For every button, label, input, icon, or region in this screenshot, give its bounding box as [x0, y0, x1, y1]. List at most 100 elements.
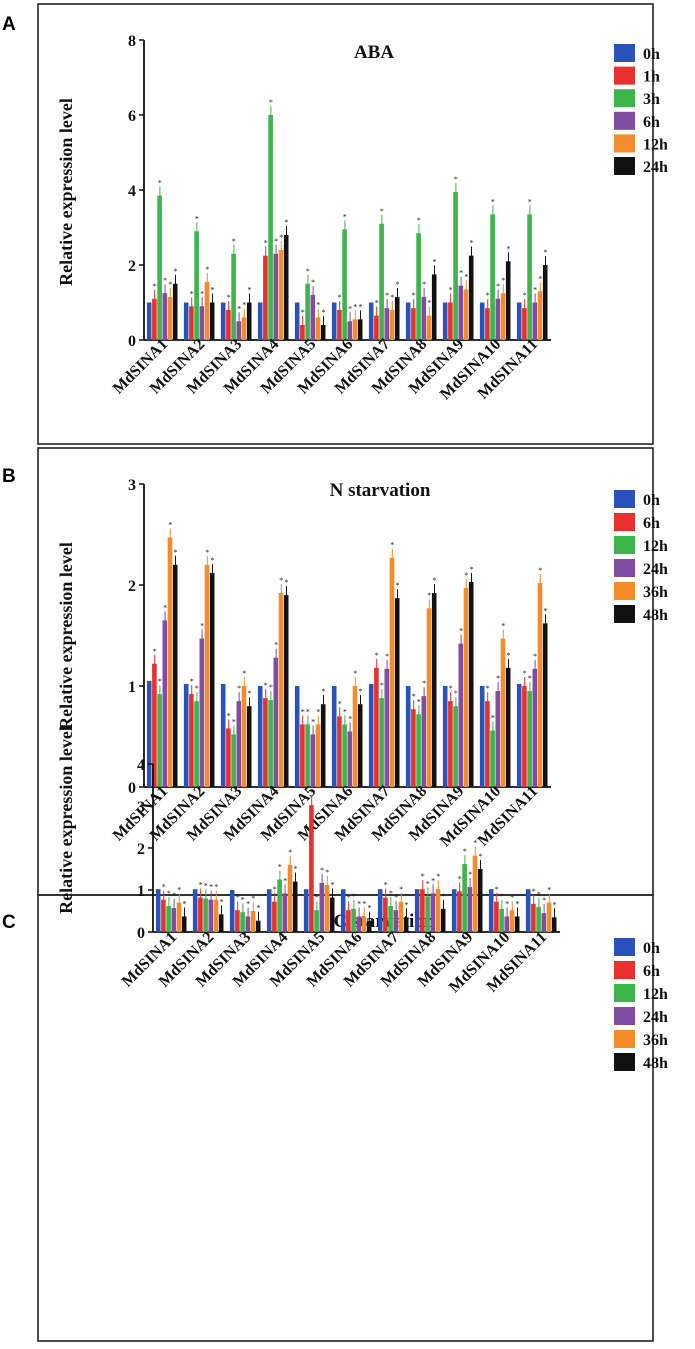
significance-mark: * — [412, 692, 416, 701]
significance-mark: * — [380, 207, 384, 216]
significance-mark: * — [320, 866, 324, 875]
significance-mark: * — [331, 881, 335, 890]
significance-mark: * — [405, 900, 409, 909]
bar — [283, 595, 289, 787]
legend-swatch — [614, 605, 635, 623]
legend-label: 36h — [643, 584, 668, 601]
y-axis-label: Relative expression level — [56, 726, 76, 914]
bar — [231, 734, 236, 787]
bar — [356, 916, 362, 932]
bar — [479, 686, 485, 787]
bar — [240, 912, 245, 932]
bar — [442, 302, 448, 340]
bar — [495, 298, 501, 340]
y-tick-label: 4 — [137, 757, 145, 774]
legend-swatch — [614, 536, 635, 554]
significance-mark: * — [532, 887, 536, 896]
significance-mark: * — [417, 216, 421, 225]
significance-mark: * — [553, 900, 557, 909]
bar — [388, 905, 393, 932]
significance-mark: * — [352, 892, 356, 901]
y-axis-label: Relative expression level — [56, 542, 76, 730]
bar — [537, 582, 543, 787]
bar — [463, 588, 469, 787]
significance-mark: * — [449, 684, 453, 693]
significance-mark: * — [248, 689, 252, 698]
bar — [300, 724, 305, 787]
y-tick-label: 3 — [137, 799, 145, 816]
bar — [500, 293, 506, 340]
bar — [488, 889, 494, 932]
bar — [208, 899, 214, 932]
bar — [467, 887, 473, 932]
significance-mark: * — [449, 286, 453, 295]
bar — [522, 308, 527, 340]
significance-mark: * — [172, 891, 176, 900]
panel-label-b: B — [2, 466, 16, 487]
legend-swatch — [614, 1053, 635, 1071]
panel-label-a: A — [2, 14, 16, 35]
bar — [273, 657, 279, 787]
significance-mark: * — [294, 865, 298, 874]
bar — [384, 308, 390, 340]
bar — [425, 896, 430, 932]
y-tick-label: 6 — [128, 108, 136, 125]
bar — [405, 686, 411, 787]
significance-mark: * — [242, 301, 246, 310]
bar — [192, 889, 198, 932]
bar — [194, 701, 199, 787]
significance-mark: * — [422, 679, 426, 688]
significance-mark: * — [311, 278, 315, 287]
significance-mark: * — [390, 293, 394, 302]
legend-label: 24h — [643, 159, 668, 176]
bar — [198, 897, 203, 932]
bar — [505, 667, 511, 787]
bar — [527, 691, 532, 787]
bar — [331, 686, 337, 787]
significance-mark: * — [537, 890, 541, 899]
significance-mark: * — [348, 714, 352, 723]
bar — [494, 901, 499, 932]
bar — [300, 325, 305, 340]
bar — [551, 917, 557, 932]
significance-mark: * — [353, 302, 357, 311]
significance-mark: * — [442, 892, 446, 901]
bar — [241, 686, 247, 787]
legend-swatch — [614, 1007, 635, 1025]
significance-mark: * — [464, 272, 468, 281]
significance-mark: * — [479, 852, 483, 861]
significance-mark: * — [204, 881, 208, 890]
bar — [431, 593, 437, 787]
significance-mark: * — [315, 893, 319, 902]
y-tick-label: 1 — [128, 679, 136, 696]
bar — [241, 317, 247, 340]
significance-mark: * — [274, 641, 278, 650]
bar — [199, 638, 205, 787]
bar — [342, 229, 347, 340]
bar — [292, 881, 298, 932]
significance-mark: * — [227, 293, 231, 302]
significance-mark: * — [162, 883, 166, 892]
y-tick-label: 0 — [128, 780, 136, 797]
significance-mark: * — [285, 218, 289, 227]
significance-mark: * — [523, 669, 527, 678]
bar — [199, 306, 205, 340]
bar — [157, 694, 162, 787]
significance-mark: * — [431, 876, 435, 885]
significance-mark: * — [394, 893, 398, 902]
y-tick-label: 0 — [128, 333, 136, 350]
bar — [426, 315, 432, 340]
bar — [282, 893, 288, 932]
significance-mark: * — [168, 280, 172, 289]
significance-mark: * — [399, 885, 403, 894]
bar — [176, 902, 182, 932]
legend-swatch — [614, 513, 635, 531]
bar — [351, 908, 356, 932]
legend-label: 0h — [643, 940, 660, 957]
bar — [468, 581, 474, 787]
significance-mark: * — [544, 606, 548, 615]
significance-mark: * — [470, 239, 474, 248]
significance-mark: * — [510, 893, 514, 902]
bar — [453, 706, 458, 787]
panel-frame — [37, 3, 654, 445]
